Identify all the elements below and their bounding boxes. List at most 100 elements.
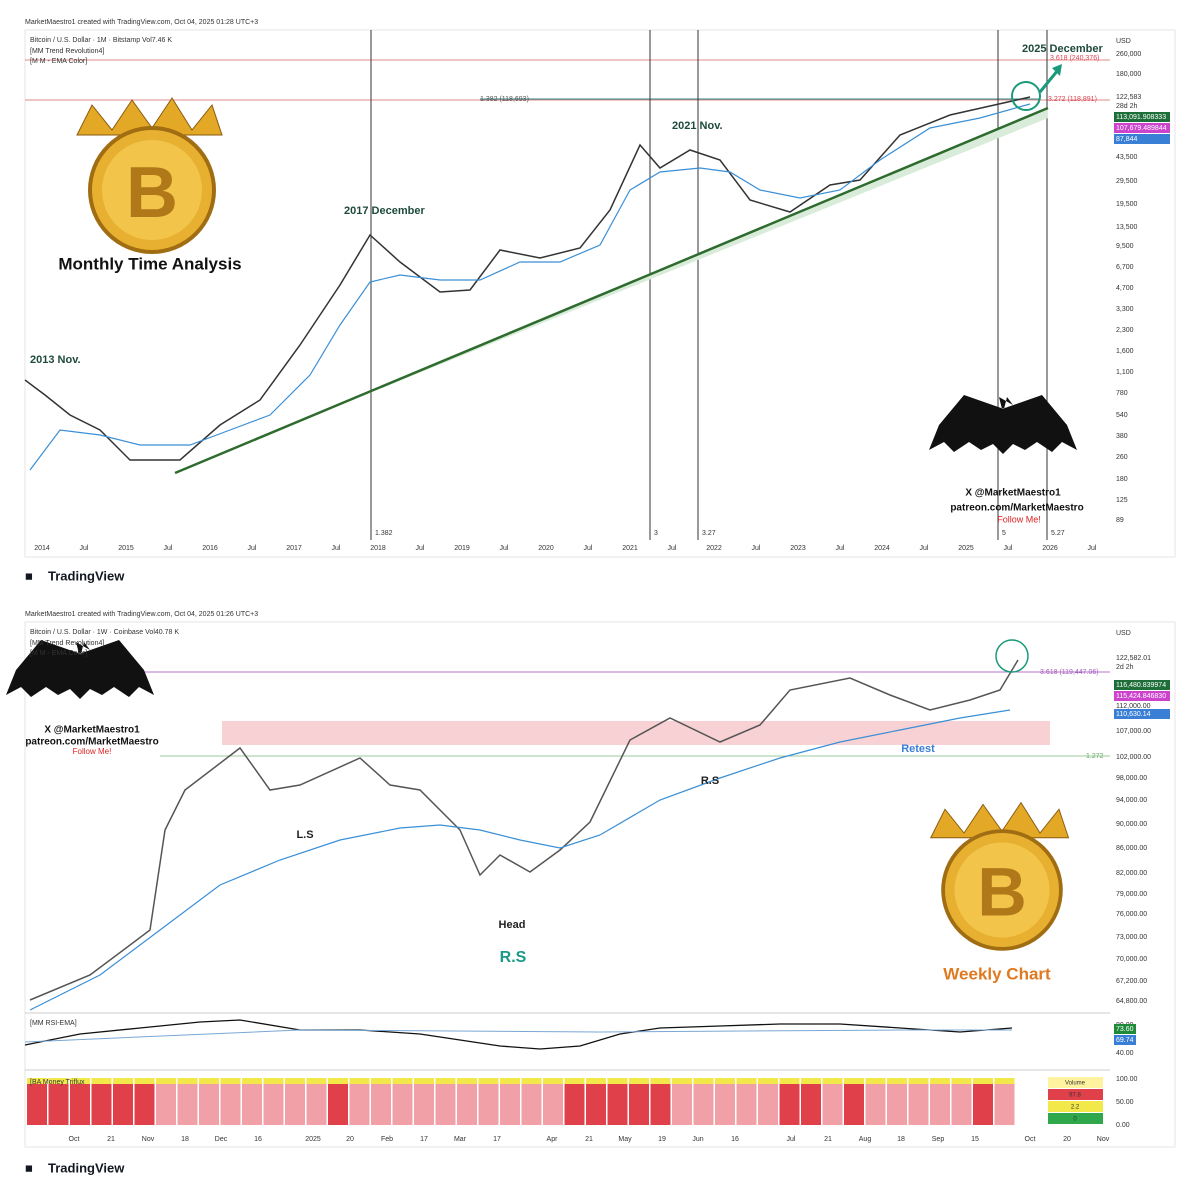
money-bar bbox=[973, 1080, 993, 1125]
money-top bbox=[586, 1078, 606, 1084]
money-top bbox=[607, 1078, 628, 1084]
time-label: Apr bbox=[547, 1136, 559, 1143]
symbol: Bitcoin / U.S. Dollar · 1W · Coinbase Vo… bbox=[30, 629, 179, 636]
time-label: Jul bbox=[584, 545, 593, 552]
price-label: 86,000.00 bbox=[1116, 845, 1147, 852]
price-tag bbox=[1114, 1024, 1136, 1034]
money-bar bbox=[435, 1080, 456, 1125]
price-label: 13,500 bbox=[1116, 224, 1138, 231]
money-top bbox=[543, 1078, 563, 1084]
money-top bbox=[521, 1078, 542, 1084]
time-label: 16 bbox=[254, 1136, 262, 1143]
price-label: 64,800.00 bbox=[1116, 998, 1147, 1005]
time-label: Oct bbox=[69, 1136, 80, 1143]
time-label: 2023 bbox=[790, 545, 806, 552]
line-label: 1.382 bbox=[375, 530, 393, 537]
logo: TradingView bbox=[48, 1160, 125, 1175]
money-top bbox=[371, 1078, 391, 1084]
time-label: May bbox=[618, 1136, 632, 1143]
money-top bbox=[414, 1078, 434, 1084]
time-label: Dec bbox=[215, 1136, 228, 1143]
watermark: X @MarketMaestro1 bbox=[44, 725, 140, 736]
money-top bbox=[801, 1078, 821, 1084]
money-top bbox=[629, 1078, 649, 1084]
money-bar bbox=[801, 1080, 821, 1125]
money-top bbox=[435, 1078, 456, 1084]
price-label: 125 bbox=[1116, 497, 1128, 504]
money-bar bbox=[156, 1080, 176, 1125]
indicator: [M M - EMA Color] bbox=[30, 650, 87, 657]
credit: MarketMaestro1 created with TradingView.… bbox=[25, 19, 258, 26]
line-label: 5.27 bbox=[1051, 530, 1065, 537]
fib-label: 3.272 (118,891) bbox=[1048, 96, 1097, 103]
money-bar bbox=[306, 1080, 327, 1125]
price-label: 540 bbox=[1116, 412, 1128, 419]
time-label: 2021 bbox=[622, 545, 638, 552]
money-bar bbox=[607, 1080, 628, 1125]
time-label: 2018 bbox=[370, 545, 386, 552]
money-top bbox=[328, 1078, 348, 1084]
price-label: 29,500 bbox=[1116, 178, 1138, 185]
money-bar bbox=[693, 1080, 714, 1125]
money-top bbox=[994, 1078, 1015, 1084]
bottom-frame bbox=[24, 621, 1176, 1148]
time-label: Jul bbox=[787, 1136, 796, 1143]
time-label: 2015 bbox=[118, 545, 134, 552]
line-label: 3 bbox=[654, 530, 658, 537]
money-top bbox=[930, 1078, 950, 1084]
time-label: 17 bbox=[493, 1136, 501, 1143]
time-label: 2020 bbox=[538, 545, 554, 552]
money-top bbox=[478, 1078, 499, 1084]
time-label: Mar bbox=[454, 1136, 467, 1143]
price-label: 82,000.00 bbox=[1116, 870, 1147, 877]
top-frame bbox=[24, 29, 1176, 558]
price-tag bbox=[1114, 1035, 1136, 1045]
price-label: 180,000 bbox=[1116, 71, 1141, 78]
price-tag bbox=[1048, 1089, 1103, 1100]
money-top bbox=[973, 1078, 993, 1084]
money-top bbox=[134, 1078, 155, 1084]
time-label: Feb bbox=[381, 1136, 393, 1143]
money-top bbox=[113, 1078, 133, 1084]
bottom-lines bbox=[24, 639, 1110, 1125]
time-label: 17 bbox=[420, 1136, 428, 1143]
annotation: R.S bbox=[500, 949, 527, 966]
money-label: 50.00 bbox=[1116, 1099, 1134, 1106]
money-top bbox=[908, 1078, 929, 1084]
annotation: R.S bbox=[701, 775, 719, 787]
bat-logo bbox=[6, 640, 154, 699]
price-label: 112,000.00 bbox=[1116, 703, 1151, 710]
money-bar bbox=[199, 1080, 219, 1125]
money-bar bbox=[457, 1080, 477, 1125]
caption: Monthly Time Analysis bbox=[58, 254, 241, 273]
money-top bbox=[887, 1078, 907, 1084]
time-label: Aug bbox=[859, 1136, 872, 1143]
money-label: 100.00 bbox=[1116, 1076, 1138, 1083]
price-tag bbox=[1114, 709, 1170, 719]
money-top bbox=[715, 1078, 735, 1084]
money-top bbox=[844, 1078, 864, 1084]
money-top bbox=[457, 1078, 477, 1084]
money-bar bbox=[328, 1080, 348, 1125]
money-top bbox=[48, 1078, 69, 1084]
time-label: Jul bbox=[836, 545, 845, 552]
annotation: 2021 Nov. bbox=[672, 120, 723, 132]
price-label: 98,000.00 bbox=[1116, 775, 1147, 782]
price-label: 110,630.14 bbox=[1116, 711, 1151, 718]
price-label: 116,480.839974 bbox=[1116, 682, 1166, 689]
money-bar bbox=[500, 1080, 520, 1125]
price-label: 89 bbox=[1116, 517, 1124, 524]
money-top bbox=[500, 1078, 520, 1084]
price-label: 73,000.00 bbox=[1116, 934, 1147, 941]
money-bar bbox=[543, 1080, 563, 1125]
money-bar bbox=[134, 1080, 155, 1125]
money-bar bbox=[758, 1080, 778, 1125]
money-bar bbox=[113, 1080, 133, 1125]
price-label: USD bbox=[1116, 38, 1131, 45]
money-bar bbox=[779, 1080, 800, 1125]
annotation: 2025 December bbox=[1022, 43, 1103, 55]
fib-label: 3.618 (119,447.06) bbox=[1040, 669, 1099, 676]
time-label: 2025 bbox=[305, 1136, 321, 1143]
time-label: Nov bbox=[1097, 1136, 1110, 1143]
